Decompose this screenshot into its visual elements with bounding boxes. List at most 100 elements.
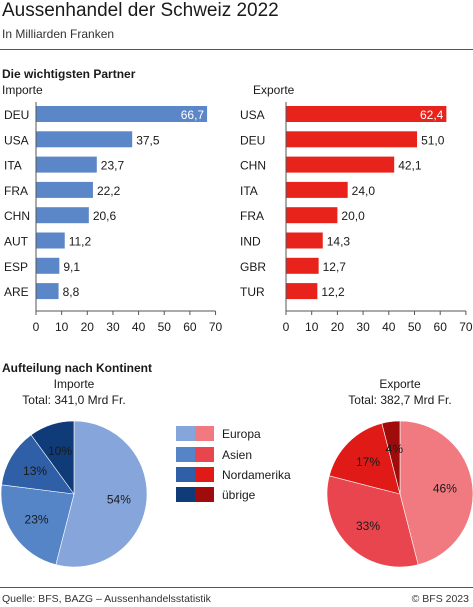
pie-slice: [326, 475, 419, 568]
chart-title: Aussenhandel der Schweiz 2022: [2, 0, 279, 21]
bar: [286, 207, 338, 224]
exports-chart-title: Exporte: [253, 83, 295, 97]
legend-swatch-export: [195, 426, 214, 441]
x-tick-label: 30: [106, 320, 120, 334]
legend-swatch-export: [195, 447, 214, 462]
x-tick-label: 60: [434, 320, 448, 334]
exports-pie-title: Exporte: [379, 377, 421, 391]
imports-bar-chart: DEU 66,7 USA 37,5 ITA 23,7 FRA 22,2 CHN 20,6 AUT 11…: [4, 102, 223, 334]
legend-label: Asien: [222, 448, 253, 462]
bar-category-label: ESP: [4, 260, 28, 274]
chart-subtitle: In Milliarden Franken: [2, 27, 115, 41]
pie-slice: [381, 420, 401, 495]
x-tick-label: 40: [132, 320, 146, 334]
section-title-partners: Die wichtigsten Partner: [2, 67, 136, 81]
pie-slice: [1, 434, 75, 495]
x-tick-label: 70: [459, 320, 473, 334]
footer-divider: [0, 587, 473, 588]
bar-category-label: CHN: [4, 209, 30, 223]
bar-category-label: FRA: [240, 209, 264, 223]
pie-slice: [55, 420, 148, 568]
bar: [286, 181, 348, 198]
bar-data-label: 20,6: [93, 209, 117, 223]
footer-source: Quelle: BFS, BAZG – Aussenhandelsstatist…: [2, 593, 211, 605]
bar-data-label: 24,0: [352, 184, 376, 198]
bar-data-label: 12,7: [323, 260, 347, 274]
legend-swatch-export: [195, 467, 214, 482]
legend-label: übrige: [222, 488, 256, 502]
pie-data-label: 13%: [23, 464, 47, 478]
pie-data-label: 23%: [25, 512, 49, 526]
x-tick-label: 30: [356, 320, 370, 334]
pie-data-label: 46%: [433, 481, 457, 495]
bar: [36, 106, 208, 122]
bar-category-label: TUR: [240, 285, 265, 299]
bar-data-label: 42,1: [398, 159, 422, 173]
x-tick-label: 0: [33, 320, 40, 334]
bar-data-label: 9,1: [63, 260, 80, 274]
bar: [36, 131, 133, 148]
legend-swatch-import: [176, 426, 195, 441]
bar-data-label: 51,0: [421, 133, 445, 147]
bar: [36, 181, 93, 198]
exports-pie-total: Total: 382,7 Mrd Fr.: [348, 393, 452, 407]
exports-pie-chart: 46% 33% 17% 4%: [326, 420, 473, 568]
bar-category-label: USA: [240, 108, 265, 122]
bar-category-label: USA: [4, 133, 29, 147]
bar-category-label: IND: [240, 235, 261, 249]
bar-data-label: 23,7: [101, 159, 125, 173]
bar-data-label: 62,4: [420, 108, 444, 122]
bar: [36, 207, 89, 224]
pie-data-label: 4%: [386, 442, 404, 456]
bar: [36, 257, 60, 274]
legend-swatch-export: [195, 487, 214, 502]
bar-category-label: FRA: [4, 184, 28, 198]
pie-data-label: 54%: [107, 493, 131, 507]
x-tick-label: 50: [408, 320, 422, 334]
imports-pie-total: Total: 341,0 Mrd Fr.: [22, 393, 126, 407]
bar-data-label: 20,0: [341, 209, 365, 223]
bar: [286, 283, 318, 300]
bar-data-label: 37,5: [136, 133, 160, 147]
x-tick-label: 40: [382, 320, 396, 334]
bar-category-label: GBR: [240, 260, 266, 274]
legend-swatch-import: [176, 487, 195, 502]
legend-label: Nordamerika: [222, 468, 291, 482]
bar: [36, 232, 65, 249]
bar-category-label: DEU: [4, 108, 29, 122]
imports-chart-title: Importe: [2, 83, 43, 97]
bar: [286, 131, 418, 148]
bar-category-label: AUT: [4, 235, 29, 249]
section-title-continents: Aufteilung nach Kontinent: [2, 361, 152, 375]
imports-pie-title: Importe: [53, 377, 95, 391]
x-tick-label: 50: [158, 320, 172, 334]
bar-data-label: 14,3: [327, 235, 351, 249]
imports-pie-chart: 54% 23% 13%10%: [0, 420, 148, 568]
bar: [286, 257, 319, 274]
x-tick-label: 10: [55, 320, 69, 334]
bar-data-label: 8,8: [63, 285, 80, 299]
x-tick-label: 10: [305, 320, 319, 334]
bar: [286, 232, 323, 249]
bar: [36, 156, 97, 173]
bar-data-label: 11,2: [69, 235, 92, 249]
bar: [36, 283, 59, 300]
pie-slice: [0, 484, 75, 566]
x-tick-label: 70: [209, 320, 223, 334]
pie-slice: [399, 420, 473, 566]
bar-category-label: ARE: [4, 285, 29, 299]
x-tick-label: 20: [331, 320, 345, 334]
legend-swatch-import: [176, 467, 195, 482]
bar-category-label: ITA: [4, 159, 22, 173]
x-tick-label: 60: [183, 320, 197, 334]
bar-data-label: 12,2: [321, 285, 345, 299]
bar-category-label: ITA: [240, 184, 258, 198]
bar: [286, 106, 447, 122]
divider: [0, 49, 473, 50]
bar-category-label: DEU: [240, 133, 265, 147]
x-tick-label: 0: [283, 320, 290, 334]
bar-data-label: 22,2: [97, 184, 121, 198]
footer-copyright: © BFS 2023: [411, 593, 469, 605]
exports-bar-chart: USA 62,4 DEU 51,0 CHN 42,1 ITA 24,0 FRA 20,0 IND 14…: [240, 102, 473, 334]
bar-category-label: CHN: [240, 159, 266, 173]
